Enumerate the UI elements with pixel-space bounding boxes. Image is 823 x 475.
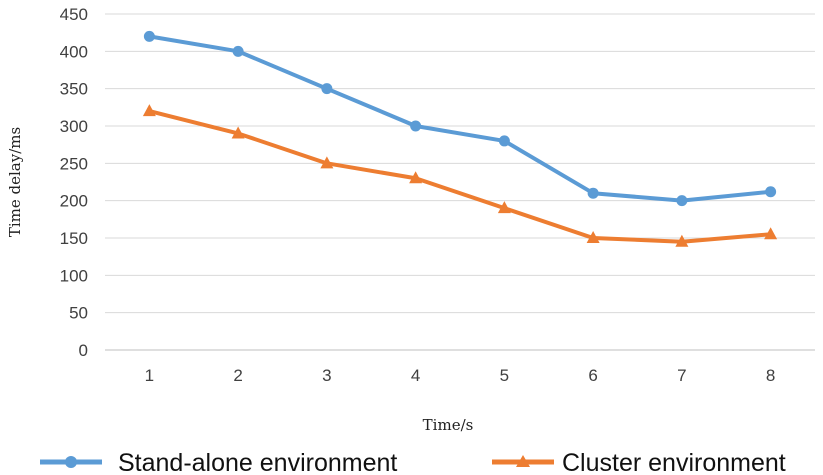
data-point (143, 30, 155, 42)
series-line-1 (147, 109, 773, 244)
data-point (765, 186, 777, 198)
legend-label-stand-alone: Stand-alone environment (118, 449, 397, 475)
x-tick-label: 5 (500, 366, 509, 385)
data-point (587, 187, 599, 199)
legend-item-stand-alone: Stand-alone environment (40, 449, 397, 475)
data-point (675, 234, 689, 247)
legend: Stand-alone environment Cluster environm… (40, 449, 786, 475)
y-tick-label: 400 (60, 42, 88, 61)
x-tick-label: 1 (145, 366, 154, 385)
x-tick-label: 2 (233, 366, 242, 385)
y-tick-label: 200 (60, 192, 88, 211)
y-tick-label: 50 (69, 304, 88, 323)
y-tick-label: 100 (60, 266, 88, 285)
x-tick-label: 7 (677, 366, 686, 385)
data-point (231, 126, 245, 139)
legend-item-cluster: Cluster environment (492, 449, 786, 475)
data-point (676, 195, 688, 207)
grid-lines (105, 13, 815, 351)
x-tick-label: 6 (588, 366, 597, 385)
data-point (232, 45, 244, 57)
legend-label-cluster: Cluster environment (562, 449, 786, 475)
y-tick-label: 0 (79, 341, 88, 360)
data-point (142, 104, 156, 117)
legend-marker-cluster (516, 455, 530, 467)
x-tick-label: 8 (766, 366, 775, 385)
x-axis-ticks: 1 2 3 4 5 6 7 8 (145, 366, 776, 385)
x-tick-label: 3 (322, 366, 331, 385)
y-axis-title: Time delay/ms (6, 127, 24, 237)
data-point (320, 156, 334, 169)
y-tick-label: 300 (60, 117, 88, 136)
y-tick-label: 150 (60, 229, 88, 248)
data-point (497, 201, 511, 214)
series-0 (143, 30, 777, 207)
series-1 (142, 104, 778, 247)
data-point (498, 135, 510, 147)
y-tick-label: 250 (60, 154, 88, 173)
data-point (586, 231, 600, 243)
legend-marker-stand-alone (65, 456, 77, 468)
data-point (321, 83, 333, 95)
y-tick-label: 450 (60, 5, 88, 24)
series-line-0 (147, 34, 773, 203)
y-tick-label: 350 (60, 80, 88, 99)
y-axis-ticks: 0 50 100 150 200 250 300 350 400 450 (60, 5, 88, 360)
x-tick-label: 4 (411, 366, 420, 385)
data-point (764, 227, 778, 240)
series-group (142, 30, 778, 247)
x-axis-title: Time/s (423, 416, 474, 434)
data-point (410, 120, 422, 132)
data-point (409, 171, 423, 184)
